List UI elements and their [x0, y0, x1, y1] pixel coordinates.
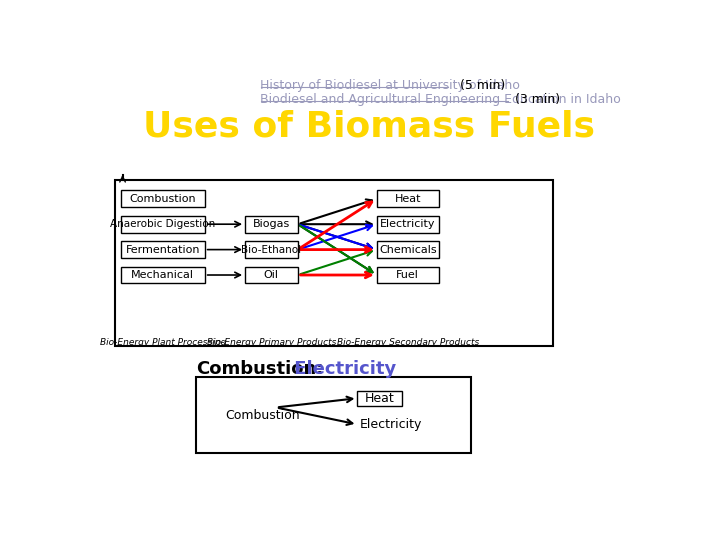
Text: Combustion: Combustion [130, 194, 196, 204]
Bar [357, 390, 402, 406]
Bar [121, 190, 204, 207]
Text: Electricity: Electricity [380, 219, 436, 229]
Text: Heat: Heat [365, 392, 395, 404]
Bar [377, 241, 438, 258]
Text: Oil: Oil [264, 270, 279, 280]
Text: Electricity: Electricity [360, 418, 422, 431]
Bar [114, 180, 553, 346]
Bar [377, 190, 438, 207]
Text: Fuel: Fuel [396, 270, 419, 280]
Text: Chemicals: Chemicals [379, 245, 436, 254]
Text: Combustion:: Combustion: [196, 360, 323, 377]
Text: Biogas: Biogas [253, 219, 290, 229]
Text: Fermentation: Fermentation [125, 245, 200, 254]
Text: Bio-Energy Secondary Products: Bio-Energy Secondary Products [337, 338, 479, 347]
Text: Electricity: Electricity [287, 360, 396, 377]
Bar [121, 215, 204, 233]
Text: Bio-Energy Plant Processing: Bio-Energy Plant Processing [100, 338, 226, 347]
Bar [245, 215, 297, 233]
Text: Uses of Biomass Fuels: Uses of Biomass Fuels [143, 110, 595, 144]
Bar [377, 215, 438, 233]
Bar [245, 267, 297, 284]
Bar [245, 241, 297, 258]
Text: Anaerobic Digestion: Anaerobic Digestion [110, 219, 215, 229]
Text: (5 min): (5 min) [456, 79, 505, 92]
Text: History of Biodiesel at University of Idaho: History of Biodiesel at University of Id… [261, 79, 521, 92]
Bar [121, 241, 204, 258]
Text: Bio-Energy Primary Products: Bio-Energy Primary Products [207, 338, 336, 347]
Text: Combustion: Combustion [225, 409, 300, 422]
Text: Bio-Ethanol: Bio-Ethanol [241, 245, 302, 254]
Text: Biodiesel and Agricultural Engineering Education in Idaho: Biodiesel and Agricultural Engineering E… [261, 92, 621, 105]
Bar [196, 377, 472, 453]
Text: Mechanical: Mechanical [131, 270, 194, 280]
Text: (3 min): (3 min) [510, 92, 560, 105]
Text: Heat: Heat [395, 194, 421, 204]
Bar [121, 267, 204, 284]
Bar [377, 267, 438, 284]
